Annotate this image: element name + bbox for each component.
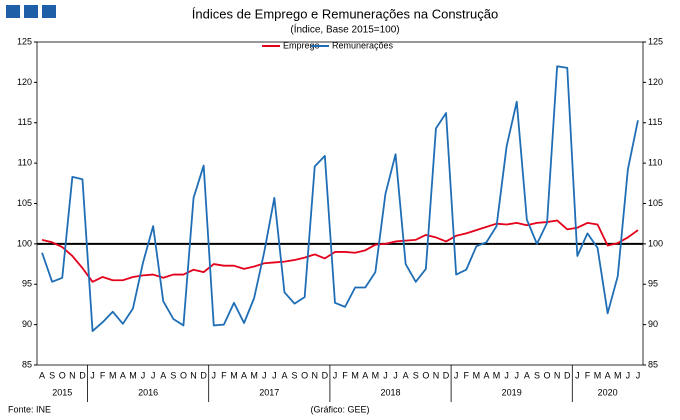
x-tick-label: J	[636, 370, 641, 380]
y-tick-label: 120	[17, 77, 32, 87]
x-tick-label: J	[333, 370, 338, 380]
y-tick-label: 95	[22, 279, 32, 289]
x-tick-label: J	[515, 370, 520, 380]
x-tick-label: M	[614, 370, 622, 380]
x-tick-label: M	[129, 370, 137, 380]
series-line	[41, 219, 639, 283]
x-tick-label: J	[272, 370, 277, 380]
x-tick-label: N	[554, 370, 561, 380]
x-tick-label: A	[362, 370, 368, 380]
x-tick-label: J	[212, 370, 217, 380]
x-tick-label: J	[90, 370, 95, 380]
year-label: 2020	[598, 387, 618, 397]
x-tick-label: J	[393, 370, 398, 380]
x-tick-label: S	[292, 370, 298, 380]
y-tick-label: 115	[18, 117, 32, 127]
y2-tick-label: 115	[648, 117, 662, 127]
logo-block	[42, 5, 56, 18]
y2-tick-label: 110	[648, 158, 662, 168]
x-tick-label: F	[464, 370, 470, 380]
x-tick-label: J	[141, 370, 146, 380]
x-tick-label: A	[403, 370, 409, 380]
chart-title: Índices de Emprego e Remunerações na Con…	[192, 6, 498, 21]
x-tick-label: J	[262, 370, 267, 380]
x-tick-label: M	[372, 370, 380, 380]
x-tick-label: F	[342, 370, 348, 380]
x-tick-label: A	[39, 370, 45, 380]
y2-tick-label: 90	[648, 319, 658, 329]
y-tick-label: 105	[17, 198, 32, 208]
x-tick-label: O	[180, 370, 187, 380]
chart-subtitle: (Índice, Base 2015=100)	[290, 23, 399, 36]
x-tick-label: N	[190, 370, 197, 380]
x-tick-label: S	[49, 370, 55, 380]
x-tick-label: D	[564, 370, 571, 380]
year-label: 2019	[502, 387, 522, 397]
y2-tick-label: 85	[648, 359, 658, 369]
logo-block	[24, 5, 38, 18]
x-tick-label: A	[120, 370, 126, 380]
x-tick-label: M	[250, 370, 258, 380]
year-label: 2015	[52, 387, 72, 397]
y-tick-label: 110	[18, 158, 32, 168]
x-tick-label: J	[626, 370, 631, 380]
y-tick-label: 125	[17, 36, 32, 46]
x-tick-label: F	[100, 370, 106, 380]
x-tick-label: M	[594, 370, 602, 380]
x-tick-label: J	[575, 370, 580, 380]
x-tick-label: O	[301, 370, 308, 380]
x-tick-label: F	[221, 370, 227, 380]
y-tick-label: 85	[22, 359, 32, 369]
y2-tick-label: 105	[648, 198, 663, 208]
x-tick-label: M	[473, 370, 481, 380]
year-label: 2016	[138, 387, 158, 397]
x-tick-label: D	[79, 370, 86, 380]
x-tick-label: A	[281, 370, 287, 380]
x-tick-label: O	[422, 370, 429, 380]
legend-label: Emprego	[283, 40, 320, 50]
x-tick-label: A	[241, 370, 247, 380]
x-tick-label: M	[230, 370, 238, 380]
x-tick-label: J	[504, 370, 509, 380]
year-label: 2017	[259, 387, 279, 397]
x-tick-label: M	[493, 370, 501, 380]
x-tick-label: S	[170, 370, 176, 380]
x-tick-label: S	[534, 370, 540, 380]
y2-tick-label: 95	[648, 279, 658, 289]
x-tick-label: D	[443, 370, 450, 380]
x-tick-label: J	[151, 370, 156, 380]
series-line	[41, 65, 639, 332]
x-tick-label: D	[200, 370, 207, 380]
x-tick-label: O	[544, 370, 551, 380]
x-tick-label: N	[312, 370, 319, 380]
year-label: 2018	[380, 387, 400, 397]
x-tick-label: N	[433, 370, 440, 380]
x-tick-label: A	[605, 370, 611, 380]
source: Fonte: INE	[8, 404, 51, 414]
logo-block	[6, 5, 20, 18]
x-tick-label: M	[109, 370, 117, 380]
credit: (Gráfico: GEE)	[310, 404, 369, 414]
x-tick-label: D	[322, 370, 329, 380]
y2-tick-label: 125	[648, 36, 663, 46]
y2-tick-label: 120	[648, 77, 663, 87]
x-tick-label: J	[454, 370, 459, 380]
x-tick-label: O	[59, 370, 66, 380]
x-tick-label: S	[413, 370, 419, 380]
x-tick-label: M	[351, 370, 359, 380]
legend-label: Remunerações	[332, 40, 394, 50]
y-tick-label: 90	[22, 319, 32, 329]
x-tick-label: A	[483, 370, 489, 380]
x-tick-label: N	[69, 370, 76, 380]
y2-tick-label: 100	[648, 238, 663, 248]
x-tick-label: A	[524, 370, 530, 380]
x-tick-label: F	[585, 370, 591, 380]
x-tick-label: J	[383, 370, 388, 380]
x-tick-label: A	[160, 370, 166, 380]
y-tick-label: 100	[17, 238, 32, 248]
